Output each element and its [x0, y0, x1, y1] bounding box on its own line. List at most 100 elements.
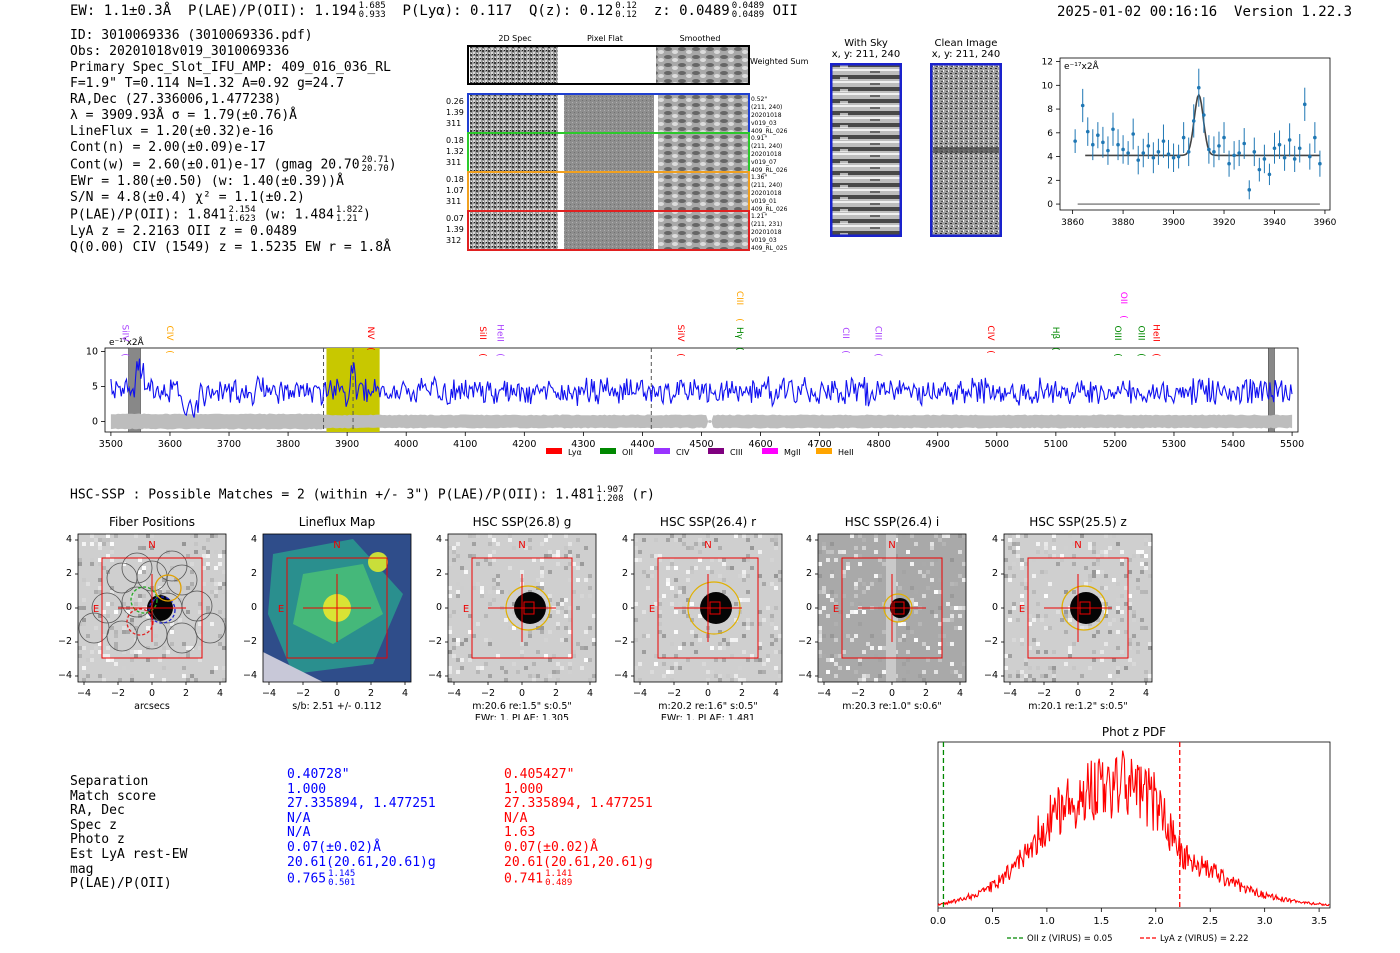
- match-label: Separation: [70, 774, 149, 789]
- hsc-noise-pixel: [102, 654, 106, 658]
- hsc-noise-pixel: [102, 538, 106, 542]
- hsc-noise-pixel: [654, 602, 658, 606]
- cutout-row-info: v019_03: [751, 120, 777, 127]
- red-radec: 27.335894, 1.477251: [504, 796, 653, 812]
- hsc-noise-pixel: [560, 638, 564, 642]
- hsc-noise-pixel: [850, 610, 854, 614]
- hsc-noise-pixel: [1140, 590, 1144, 594]
- hsc-noise-pixel: [190, 570, 194, 574]
- hsc-noise-pixel: [214, 550, 218, 554]
- hsc-noise-pixel: [1088, 546, 1092, 550]
- hsc-noise-pixel: [682, 586, 686, 590]
- hsc-noise-pixel: [666, 582, 670, 586]
- hsc-noise-pixel: [874, 654, 878, 658]
- hsc-noise-pixel: [1020, 594, 1024, 598]
- hsc-ytick-label: −2: [57, 636, 72, 647]
- hsc-noise-pixel: [198, 646, 202, 650]
- hsc-noise-pixel: [94, 646, 98, 650]
- hsc-noise-pixel: [666, 566, 670, 570]
- hsc-noise-pixel: [142, 582, 146, 586]
- hsc-noise-pixel: [222, 582, 226, 586]
- emission-line-marker: (: [1118, 315, 1128, 319]
- hsc-noise-pixel: [584, 546, 588, 550]
- hsc-noise-pixel: [572, 590, 576, 594]
- hsc-noise-pixel: [834, 594, 838, 598]
- hsc-noise-pixel: [950, 558, 954, 562]
- hsc-noise-pixel: [98, 586, 102, 590]
- cutout-pixelflat: [564, 134, 654, 171]
- hsc-noise-pixel: [588, 594, 592, 598]
- hsc-panel-title: HSC SSP(25.5) z: [1029, 515, 1127, 529]
- hsc-noise-pixel: [742, 578, 746, 582]
- hsc-noise-pixel: [678, 602, 682, 606]
- hsc-noise-pixel: [468, 658, 472, 662]
- hsc-noise-pixel: [170, 542, 174, 546]
- hsc-noise-pixel: [1144, 566, 1148, 570]
- hsc-noise-pixel: [1012, 602, 1016, 606]
- hsc-noise-pixel: [874, 534, 878, 538]
- hsc-noise-pixel: [214, 582, 218, 586]
- fit-ytick-label: 10: [1042, 81, 1054, 91]
- hsc-noise-pixel: [910, 562, 914, 566]
- hsc-noise-pixel: [902, 662, 906, 666]
- hsc-noise-pixel: [826, 558, 830, 562]
- photz-xtick-label: 2.5: [1202, 916, 1218, 927]
- legend-label: CIII: [730, 448, 743, 457]
- legend-label: CIV: [676, 448, 690, 457]
- hsc-noise-pixel: [674, 594, 678, 598]
- hsc-noise-pixel: [642, 650, 646, 654]
- hsc-noise-pixel: [930, 542, 934, 546]
- hsc-noise-pixel: [98, 542, 102, 546]
- photz-xtick-label: 2.0: [1148, 916, 1164, 927]
- hsc-noise-pixel: [818, 650, 822, 654]
- hsc-noise-pixel: [734, 674, 738, 678]
- cutout-row-info: (211, 240): [751, 143, 782, 150]
- hsc-noise-pixel: [1132, 634, 1136, 638]
- hsc-noise-pixel: [658, 630, 662, 634]
- fit-data-point: [1196, 85, 1201, 90]
- hsc-noise-pixel: [1096, 618, 1100, 622]
- hsc-noise-pixel: [552, 554, 556, 558]
- hsc-noise-pixel: [698, 558, 702, 562]
- legend-swatch: [762, 448, 778, 454]
- header-z: z: 0.0489: [653, 3, 730, 19]
- hsc-noise-pixel: [166, 650, 170, 654]
- hsc-noise-pixel: [1020, 602, 1024, 606]
- hsc-header: HSC-SSP : Possible Matches = 2 (within +…: [70, 486, 655, 504]
- fiber-circle-blue: [148, 596, 176, 624]
- spectrum-unit-label: e⁻¹⁷x2Å: [109, 336, 145, 348]
- hsc-noise-pixel: [1092, 650, 1096, 654]
- hsc-noise-pixel: [642, 610, 646, 614]
- hsc-xtick-label: 0: [889, 688, 895, 699]
- hsc-noise-pixel: [158, 590, 162, 594]
- hsc-noise-pixel: [902, 638, 906, 642]
- hsc-noise-pixel: [576, 578, 580, 582]
- hsc-noise-pixel: [532, 678, 536, 682]
- hsc-noise-pixel: [1088, 578, 1092, 582]
- hsc-noise-pixel: [82, 566, 86, 570]
- hsc-noise-pixel: [162, 578, 166, 582]
- hsc-noise-pixel: [456, 670, 460, 674]
- blue-radec: 27.335894, 1.477251: [287, 796, 436, 812]
- hsc-noise-pixel: [742, 534, 746, 538]
- hsc-noise-pixel: [556, 550, 560, 554]
- hsc-noise-pixel: [206, 550, 210, 554]
- hsc-noise-pixel: [1104, 550, 1108, 554]
- hsc-noise-pixel: [142, 566, 146, 570]
- info-fiber: F=1.9" T=0.114 N=1.32 A=0.92 g=24.7: [70, 76, 344, 91]
- hsc-noise-pixel: [774, 638, 778, 642]
- hsc-noise-pixel: [540, 630, 544, 634]
- fiber-circle: [121, 552, 153, 584]
- emission-line-label: NV: [365, 327, 375, 341]
- fit-data-point: [1085, 129, 1090, 134]
- hsc-noise-pixel: [222, 550, 226, 554]
- hsc-noise-pixel: [1092, 658, 1096, 662]
- hsc-noise-pixel: [1092, 634, 1096, 638]
- hsc-noise-pixel: [862, 590, 866, 594]
- hsc-noise-pixel: [476, 670, 480, 674]
- hsc-noise-pixel: [1104, 586, 1108, 590]
- hsc-east-label: E: [278, 604, 284, 615]
- hsc-noise-pixel: [1096, 558, 1100, 562]
- hsc-noise-pixel: [1100, 658, 1104, 662]
- hsc-noise-pixel: [1052, 674, 1056, 678]
